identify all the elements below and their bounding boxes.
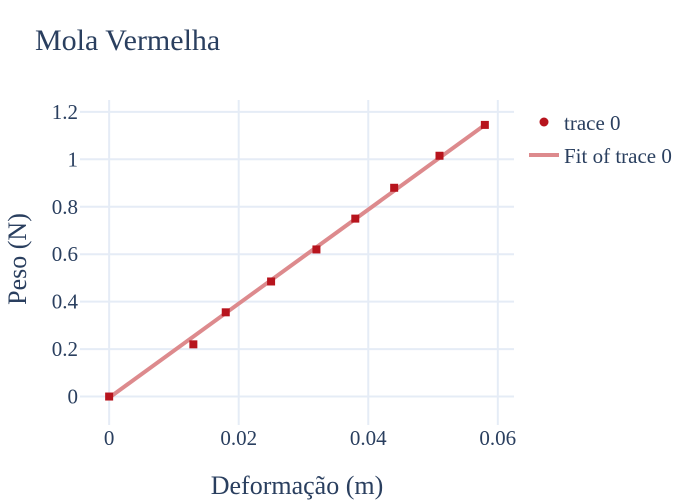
x-tick-label: 0 — [104, 426, 115, 450]
x-tick-label: 0.04 — [350, 426, 387, 450]
fit-line[interactable] — [107, 123, 487, 400]
chart-title: Mola Vermelha — [35, 24, 220, 57]
legend-label[interactable]: Fit of trace 0 — [564, 144, 672, 168]
y-tick-label: 0.8 — [52, 195, 78, 219]
grid — [80, 100, 514, 425]
series-layer — [105, 120, 489, 401]
y-tick-label: 0.6 — [52, 242, 78, 266]
data-point[interactable] — [267, 277, 276, 286]
data-point[interactable] — [351, 214, 360, 223]
x-tick-label: 0.02 — [220, 426, 257, 450]
y-tick-label: 1.2 — [52, 100, 78, 124]
x-tick-label: 0.06 — [479, 426, 516, 450]
y-tick-label: 0.2 — [52, 337, 78, 361]
data-point[interactable] — [105, 392, 114, 401]
data-point[interactable] — [189, 340, 198, 349]
legend[interactable]: trace 0 Fit of trace 0 — [529, 111, 672, 168]
data-point[interactable] — [480, 120, 489, 129]
y-tick-label: 0.4 — [52, 290, 79, 314]
y-tick-label: 0 — [68, 385, 79, 409]
data-point[interactable] — [390, 183, 399, 192]
y-axis-title: Peso (N) — [3, 213, 32, 305]
x-axis-title: Deformação (m) — [211, 471, 384, 500]
data-point[interactable] — [312, 245, 321, 254]
legend-label[interactable]: trace 0 — [564, 111, 621, 135]
legend-marker-swatch — [539, 117, 549, 127]
tick-labels: 0 0.2 0.4 0.6 0.8 1 1.2 0 0.02 0.04 0.06 — [52, 100, 516, 450]
data-point[interactable] — [435, 151, 444, 160]
data-point[interactable] — [221, 308, 230, 317]
y-tick-label: 1 — [68, 147, 79, 171]
